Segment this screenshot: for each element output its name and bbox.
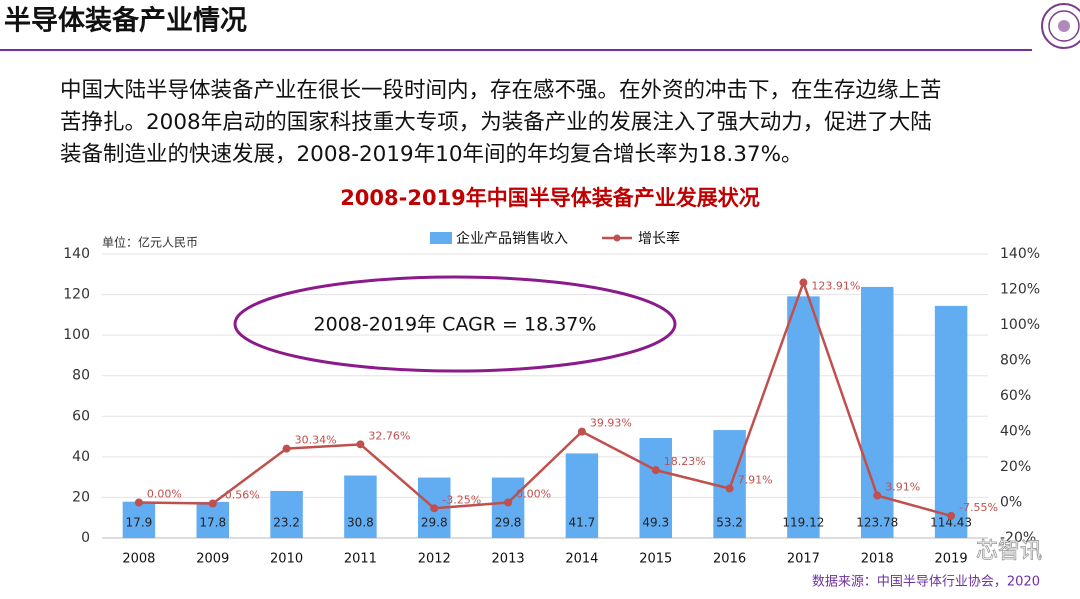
bar-value-label: 123.78 <box>856 516 898 530</box>
paragraph-line: 中国大陆半导体装备产业在很长一段时间内，存在感不强。在外资的冲击下，在生存边缘上… <box>60 78 942 103</box>
x-tick-label: 2017 <box>787 552 820 567</box>
bar-value-label: 29.8 <box>421 516 448 530</box>
unit-label: 单位：亿元人民币 <box>102 235 198 250</box>
y-tick-label: 0 <box>81 530 90 546</box>
line-value-label: 7.91% <box>738 473 773 486</box>
y2-tick-label: 100% <box>1000 317 1040 333</box>
bar <box>344 475 377 538</box>
bar-value-label: 41.7 <box>569 516 596 530</box>
x-tick-label: 2012 <box>418 552 451 567</box>
x-tick-label: 2016 <box>713 552 746 567</box>
legend-label: 增长率 <box>638 230 680 247</box>
line-value-label: 18.23% <box>664 455 706 468</box>
annotation-ellipse <box>233 275 677 373</box>
y2-tick-label: 140% <box>1000 246 1040 262</box>
line-value-label: -3.25% <box>442 493 481 506</box>
legend-label: 企业产品销售收入 <box>456 230 568 247</box>
bar <box>270 490 303 538</box>
line-value-label: 30.34% <box>295 434 337 447</box>
legend: 企业产品销售收入 增长率 <box>430 230 680 247</box>
x-tick-label: 2010 <box>270 552 303 567</box>
x-tick-label: 2014 <box>565 552 598 567</box>
line-marker <box>134 498 143 507</box>
y2-tick-label: 60% <box>1000 388 1031 404</box>
y-tick-label: 60 <box>72 408 90 424</box>
y2-tick-label: 80% <box>1000 353 1031 369</box>
bar-value-label: 49.3 <box>642 516 669 530</box>
logo <box>1041 3 1080 49</box>
line-marker <box>577 427 586 436</box>
line-marker <box>504 498 513 507</box>
y-tick-label: 40 <box>72 449 90 465</box>
line-value-label: 3.91% <box>885 481 920 494</box>
slide-title: 半导体装备产业情况 <box>4 6 247 37</box>
bar-value-label: 53.2 <box>716 516 743 530</box>
y-tick-label: 100 <box>63 327 90 343</box>
bar <box>713 430 746 538</box>
line-value-label: -0.56% <box>221 488 260 501</box>
bar <box>934 305 968 538</box>
watermark: 芯智讯 <box>976 539 1042 564</box>
line-marker <box>947 511 956 520</box>
legend-marker <box>613 234 621 242</box>
source: 数据来源：中国半导体行业协会，2020 <box>812 575 1040 590</box>
bar <box>491 477 525 538</box>
bar-value-label: 29.8 <box>495 516 522 530</box>
y-tick-label: 20 <box>72 489 90 505</box>
line-value-label: 0.00% <box>516 488 551 501</box>
x-tick-label: 2013 <box>492 552 525 567</box>
y-tick-label: 140 <box>63 246 90 262</box>
line-marker <box>356 440 365 449</box>
bar <box>861 286 894 538</box>
line-value-label: 39.93% <box>590 417 632 430</box>
x-tick-label: 2011 <box>344 552 377 567</box>
y2-tick-label: 120% <box>1000 282 1040 298</box>
line-marker <box>725 484 734 493</box>
x-tick-label: 2008 <box>122 552 155 567</box>
y-tick-label: 80 <box>72 368 90 384</box>
bar-value-label: 119.12 <box>782 516 824 530</box>
paragraph-line: 苦挣扎。2008年启动的国家科技重大专项，为装备产业的发展注入了强大动力，促进了… <box>60 110 932 135</box>
line-value-label: 0.00% <box>147 488 182 501</box>
line-value-label: 123.91% <box>811 280 860 293</box>
y2-tick-label: -20% <box>1000 530 1036 546</box>
bar-value-label: 17.8 <box>199 516 226 530</box>
line-value-label: -7.55% <box>959 501 998 514</box>
legend-swatch <box>430 232 452 244</box>
line-marker <box>282 444 291 453</box>
bar <box>196 501 229 538</box>
chart-title: 2008-2019年中国半导体装备产业发展状况 <box>340 186 760 210</box>
bar <box>565 453 599 538</box>
annotation: 2008-2019年 CAGR = 18.37% <box>314 314 597 336</box>
bar <box>122 501 156 538</box>
bar-value-label: 17.9 <box>126 516 153 530</box>
line-value-label: 32.76% <box>368 429 410 442</box>
y-tick-label: 120 <box>63 287 90 303</box>
paragraph-line: 装备制造业的快速发展，2008-2019年10年间的年均复合增长率为18.37%… <box>60 142 803 167</box>
x-tick-label: 2019 <box>935 552 968 567</box>
x-tick-label: 2018 <box>861 552 894 567</box>
plot: 0 20 40 60 80 100 120 140 -20% 0% 20% 40% 60% 80% 100%… <box>63 230 1040 567</box>
x-tick-label: 2009 <box>196 552 229 567</box>
line <box>138 278 952 518</box>
bar-value-label: 30.8 <box>347 516 374 530</box>
line-marker <box>799 278 808 287</box>
bar <box>639 437 672 538</box>
y2-tick-label: 0% <box>1000 495 1022 511</box>
line-marker <box>208 499 217 508</box>
line-marker <box>873 491 882 500</box>
bar <box>787 296 820 538</box>
x-tick-label: 2015 <box>639 552 672 567</box>
y2-tick-label: 40% <box>1000 424 1031 440</box>
bar-value-label: 114.43 <box>930 516 972 530</box>
line-marker <box>430 504 439 513</box>
bar-value-label: 23.2 <box>273 516 300 530</box>
line-marker <box>651 466 660 475</box>
y2-tick-label: 20% <box>1000 459 1031 475</box>
